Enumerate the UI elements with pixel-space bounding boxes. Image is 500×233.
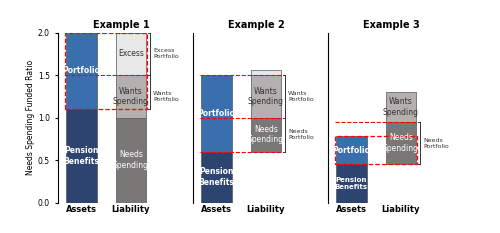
- Text: Excess
Portfolio: Excess Portfolio: [153, 48, 179, 59]
- Text: Pension
Benefits: Pension Benefits: [335, 177, 368, 190]
- Text: Needs
Spending: Needs Spending: [248, 125, 284, 144]
- Text: Wants
Portfolio: Wants Portfolio: [288, 91, 314, 102]
- Text: Portfolio: Portfolio: [62, 66, 100, 75]
- Bar: [66, 33, 96, 109]
- Bar: [66, 33, 147, 109]
- Bar: [386, 92, 416, 122]
- Title: Example 1: Example 1: [93, 21, 150, 31]
- Bar: [250, 118, 281, 152]
- Bar: [66, 109, 96, 203]
- Bar: [202, 75, 232, 152]
- Bar: [336, 164, 366, 203]
- Bar: [116, 118, 146, 203]
- Text: Pension
Benefits: Pension Benefits: [64, 146, 100, 166]
- Bar: [336, 136, 366, 164]
- Text: Wants
Spending: Wants Spending: [248, 87, 284, 106]
- Text: Needs
Portfolio: Needs Portfolio: [288, 129, 314, 140]
- Bar: [386, 122, 416, 164]
- Text: Portfolio: Portfolio: [332, 146, 370, 155]
- Bar: [116, 33, 146, 75]
- Bar: [250, 75, 281, 118]
- Text: Needs
Spending: Needs Spending: [113, 151, 149, 170]
- Text: Needs
Portfolio: Needs Portfolio: [423, 138, 449, 149]
- Y-axis label: Needs Spending Funded Ratio: Needs Spending Funded Ratio: [26, 60, 35, 175]
- Title: Example 3: Example 3: [363, 21, 420, 31]
- Bar: [116, 75, 146, 118]
- Text: Pension
Benefits: Pension Benefits: [198, 168, 234, 187]
- Text: Wants
Portfolio: Wants Portfolio: [153, 91, 179, 102]
- Text: Wants
Spending: Wants Spending: [383, 97, 419, 117]
- Text: Excess: Excess: [118, 49, 144, 58]
- Bar: [336, 136, 417, 164]
- Text: Wants
Spending: Wants Spending: [113, 87, 149, 106]
- Title: Example 2: Example 2: [228, 21, 284, 31]
- Bar: [202, 152, 232, 203]
- Text: Needs
Spending: Needs Spending: [383, 134, 419, 153]
- Bar: [250, 70, 281, 75]
- Text: Portfolio: Portfolio: [198, 109, 235, 118]
